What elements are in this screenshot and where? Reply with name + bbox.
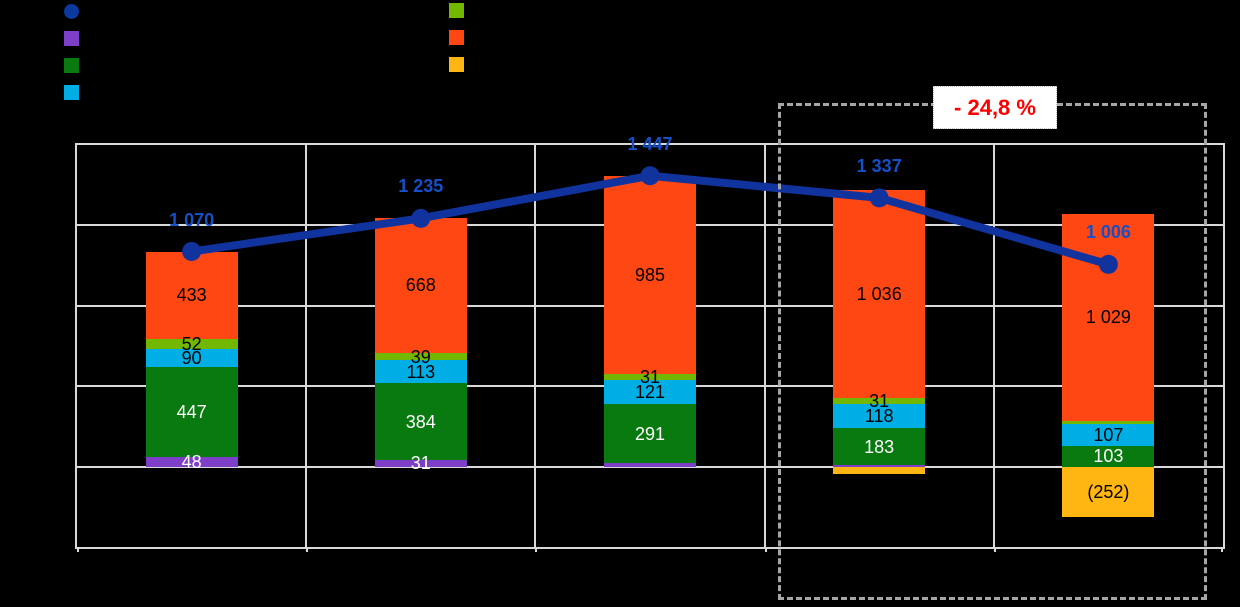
segment-value-label: 668 [405,275,436,296]
legend-item-dark-green-series [64,58,89,73]
plot-area: 48 447 90 52 433 31 384 113 39 668 291 121 31 985 183 1… [75,134,1225,552]
segment-value-label: 447 [176,402,207,423]
legend-right [449,3,474,84]
segment-value-label: 183 [864,436,895,457]
bar-segment-light-green-segment [1062,420,1155,425]
cyan-series-legend-swatch-icon [64,85,79,100]
bar-segment-yellow-segment [1062,466,1155,518]
segment-value-label: 52 [181,333,202,354]
bar-segment-cyan-segment [1062,424,1155,446]
x-axis-tick [77,547,79,552]
vertical-gridline [534,145,537,547]
line-series-legend-circle-icon [64,4,79,19]
legend-item-purple-series [64,31,89,46]
bar-segment-dark-green-segment [604,404,696,463]
annotation-text: - 24,8 % [954,94,1036,120]
total-line-value-label: 1 447 [627,133,673,154]
x-axis-tick [306,547,309,552]
bar-segment-dark-green-segment [833,428,926,465]
bar-segment-yellow-segment [833,466,926,475]
legend-item-line-series [64,4,89,19]
legend-item-cyan-series [64,85,89,100]
legend-item-yellow-series [449,57,474,72]
segment-value-label: 31 [410,453,431,474]
light-green-series-legend-swatch-icon [449,3,464,18]
segment-value-label: 384 [405,411,436,432]
x-axis-tick [993,547,996,552]
segment-value-label: 31 [639,366,661,387]
bar-segment-purple-segment [604,462,696,467]
x-axis-tick [764,547,767,552]
bar-segment-light-green-segment [145,338,238,349]
dark-green-series-legend-swatch-icon [64,58,79,73]
bar-segment-purple-segment [833,464,926,467]
bar-segment-dark-green-segment [145,367,238,457]
bar-segment-dark-green-segment [1062,445,1155,467]
total-line-value-label: 1 337 [856,155,902,176]
segment-value-label: 107 [1093,425,1124,446]
segment-value-label: 985 [634,264,666,285]
vertical-gridline [992,145,995,547]
segment-value-label: 31 [869,391,890,412]
horizontal-gridline [77,465,1223,468]
legend-left [64,4,89,112]
bar-segment-cyan-segment [145,349,238,368]
segment-value-label: 291 [634,423,666,444]
vertical-gridline [763,145,766,547]
yellow-series-legend-swatch-icon [449,57,464,72]
segment-value-label: 39 [410,346,431,367]
purple-series-legend-swatch-icon [64,31,79,46]
bar-segment-cyan-segment [374,360,467,384]
segment-value-label: 113 [406,361,436,382]
bar-segment-light-green-segment [604,373,696,380]
bar-segment-cyan-segment [833,404,926,429]
annotation-badge: - 24,8 % [933,86,1057,129]
total-line-value-label: 1 070 [169,209,215,230]
segment-value-label: (252) [1087,481,1130,502]
segment-value-label: 1 029 [1085,307,1131,328]
bar-segment-light-green-segment [374,352,467,361]
bar-segment-dark-green-segment [374,383,467,461]
bar-segment-purple-segment [374,460,467,467]
orange-series-legend-swatch-icon [449,30,464,45]
segment-value-label: 118 [864,406,894,427]
legend-item-orange-series [449,30,474,45]
highlight-dashed-box [778,103,1207,600]
segment-value-label: 433 [176,285,207,306]
vertical-gridline [305,145,308,547]
segment-value-label: 1 036 [856,284,902,305]
bar-segment-light-green-segment [833,398,926,405]
bar-segment-cyan-segment [604,379,696,405]
segment-value-label: 48 [181,451,202,472]
x-axis-tick [1221,547,1223,552]
segment-value-label: 121 [634,382,666,403]
segment-value-label: 90 [181,348,202,369]
bar-segment-purple-segment [145,456,238,467]
legend-item-light-green-series [449,3,474,18]
x-axis-tick [535,547,538,552]
segment-value-label: 103 [1093,446,1124,467]
total-line-value-label: 1 235 [398,176,444,197]
